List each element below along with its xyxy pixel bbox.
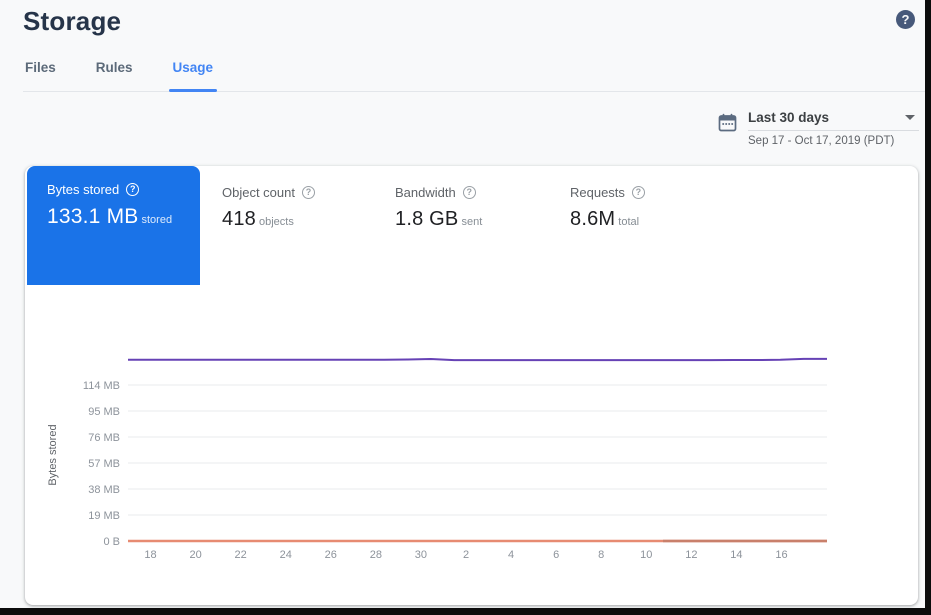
x-tick-label: 22: [235, 549, 247, 561]
x-tick-label: 2: [463, 549, 469, 561]
storage-usage-page: Storage ? Files Rules Usage Last 30 days: [0, 0, 925, 608]
y-axis-title: Bytes stored: [47, 424, 59, 485]
y-tick-label: 95 MB: [88, 406, 120, 418]
tab-files[interactable]: Files: [23, 58, 58, 91]
x-tick-label: 20: [189, 549, 201, 561]
x-tick-label: 10: [640, 549, 652, 561]
help-icon: ?: [902, 13, 910, 26]
tab-usage[interactable]: Usage: [171, 58, 216, 91]
x-tick-label: 30: [415, 549, 427, 561]
x-tick-label: 6: [553, 549, 559, 561]
x-tick-label: 18: [144, 549, 156, 561]
x-tick-label: 28: [370, 549, 382, 561]
x-tick-label: 14: [730, 549, 742, 561]
x-tick-label: 8: [598, 549, 604, 561]
x-tick-label: 26: [325, 549, 337, 561]
page-title: Storage: [23, 6, 121, 37]
date-range-text: Last 30 days Sep 17 - Oct 17, 2019 (PDT): [748, 110, 919, 147]
date-range-selector[interactable]: Last 30 days Sep 17 - Oct 17, 2019 (PDT): [718, 110, 919, 147]
y-tick-label: 57 MB: [88, 458, 120, 470]
date-range-preset: Last 30 days: [748, 110, 829, 125]
chevron-down-icon: [905, 115, 915, 120]
date-range-dates: Sep 17 - Oct 17, 2019 (PDT): [748, 135, 919, 147]
x-tick-label: 4: [508, 549, 514, 561]
y-tick-label: 19 MB: [88, 510, 120, 522]
y-tick-label: 0 B: [103, 536, 120, 548]
usage-chart-svg[interactable]: 0 B19 MB38 MB57 MB76 MB95 MB114 MB182022…: [25, 166, 918, 605]
tab-rules[interactable]: Rules: [94, 58, 135, 91]
page-help-button[interactable]: ?: [896, 10, 915, 29]
x-tick-label: 12: [685, 549, 697, 561]
tab-bar: Files Rules Usage: [23, 58, 925, 92]
y-tick-label: 114 MB: [83, 380, 120, 392]
x-tick-label: 24: [280, 549, 292, 561]
usage-panel: Bytes stored 133.1 MBstored Object count…: [25, 166, 918, 605]
y-tick-label: 76 MB: [88, 432, 120, 444]
calendar-icon: [718, 113, 737, 137]
y-tick-label: 38 MB: [88, 484, 120, 496]
bytes-stored-line[interactable]: [128, 359, 827, 360]
x-tick-label: 16: [775, 549, 787, 561]
